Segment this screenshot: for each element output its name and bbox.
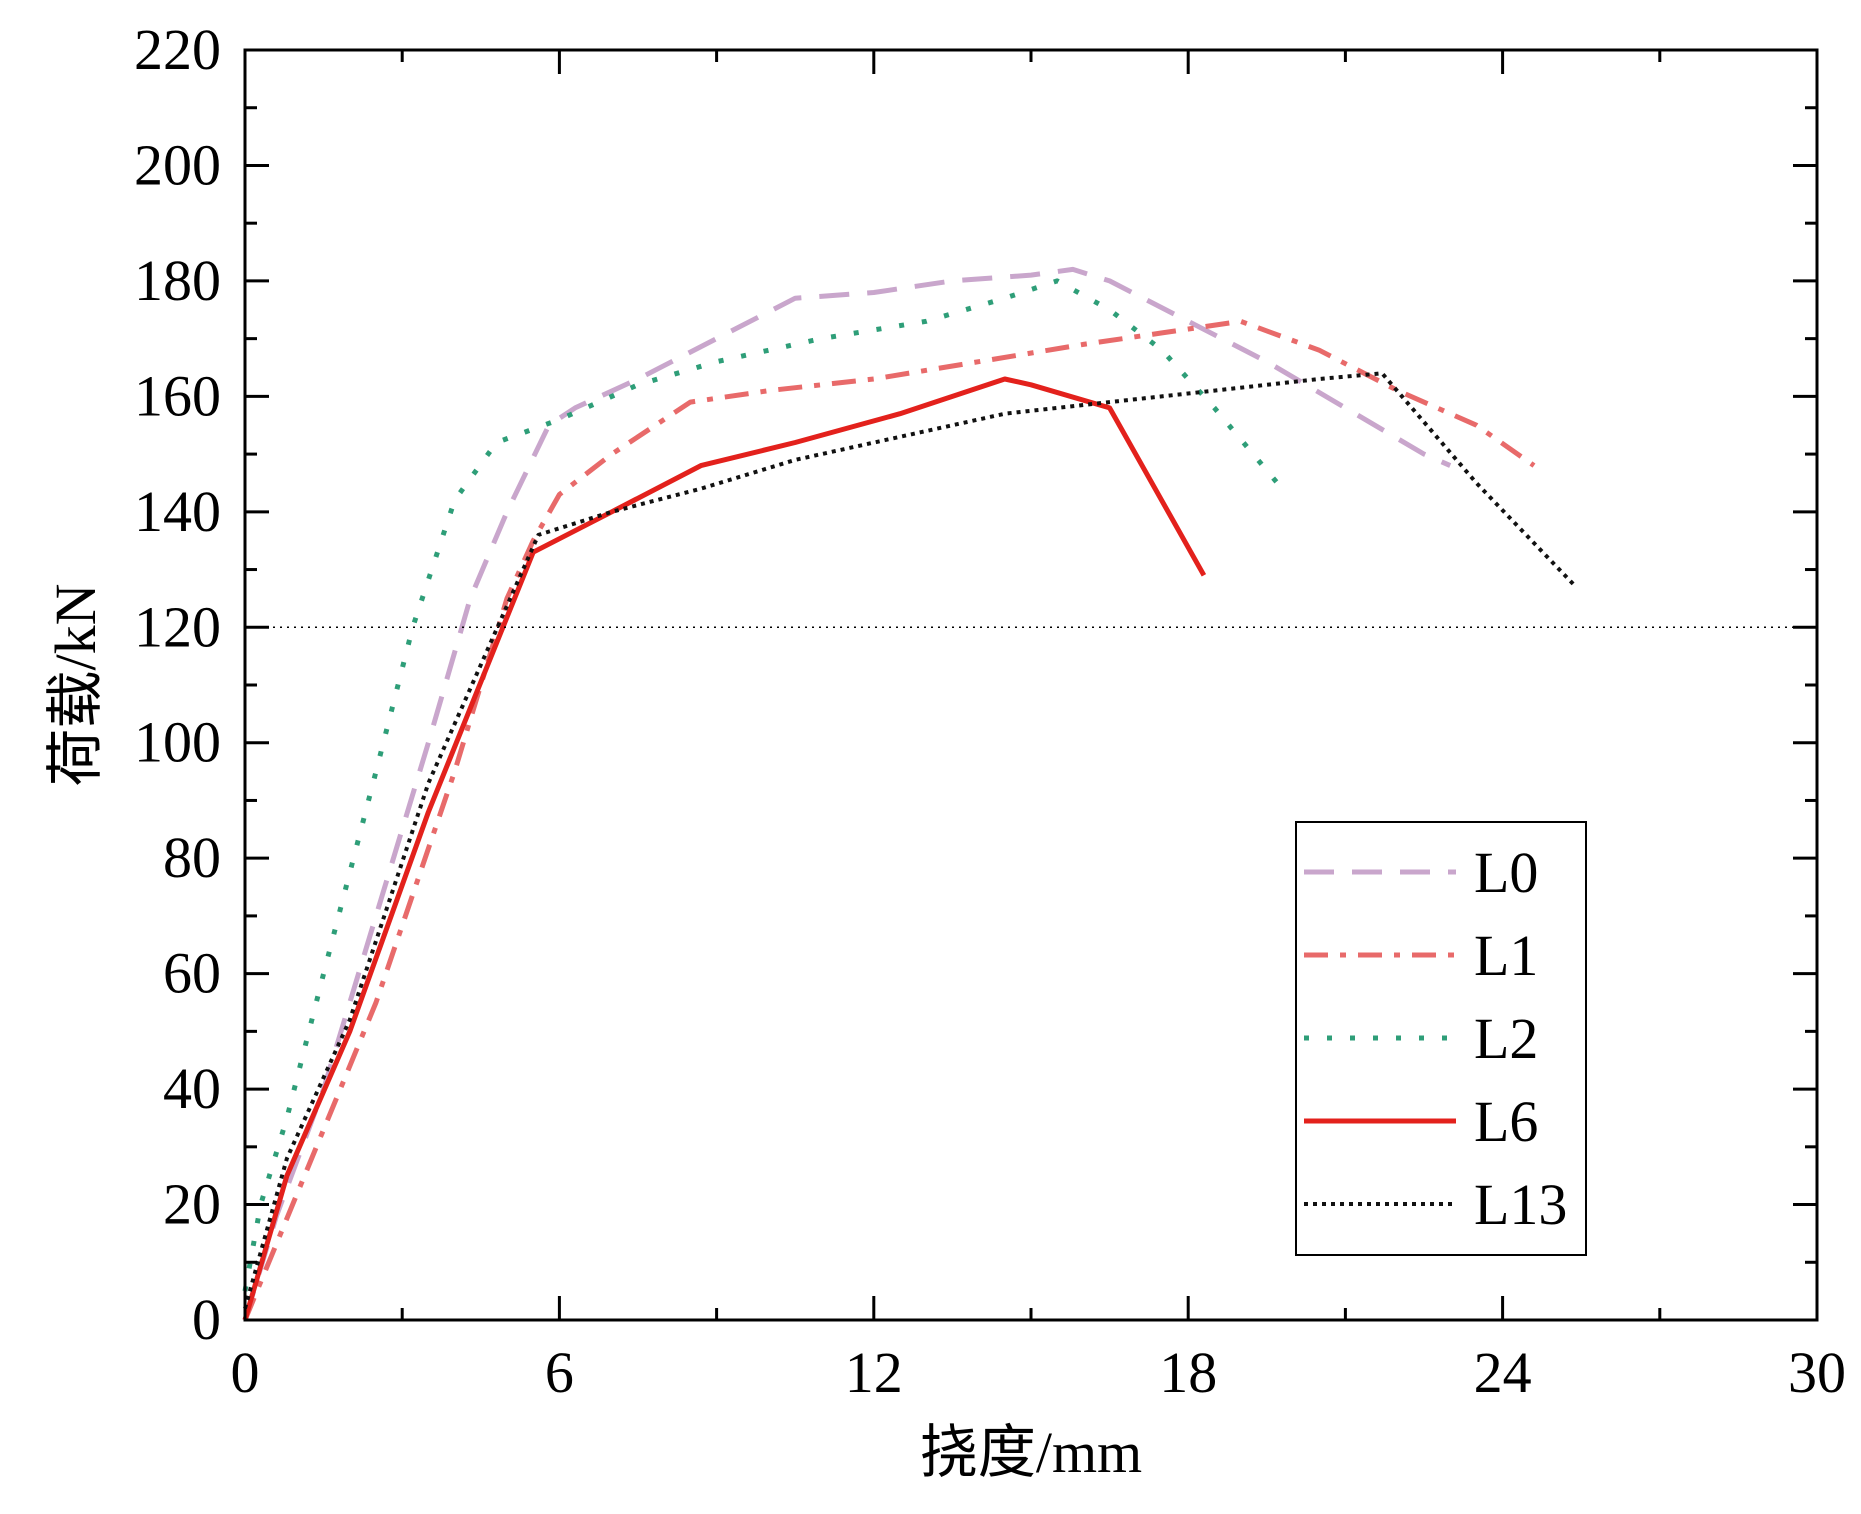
x-tick-label: 6 — [545, 1340, 574, 1405]
legend-label-L2: L2 — [1474, 1006, 1538, 1071]
y-tick-label: 120 — [134, 594, 221, 659]
legend-box — [1295, 821, 1587, 1256]
y-tick-label: 20 — [163, 1172, 221, 1237]
y-axis-title: 荷载/kN — [43, 583, 108, 786]
y-tick-label: 140 — [134, 479, 221, 544]
y-tick-label: 40 — [163, 1056, 221, 1121]
legend-label-L6: L6 — [1474, 1089, 1538, 1154]
y-tick-label: 180 — [134, 248, 221, 313]
legend-label-L1: L1 — [1474, 923, 1538, 988]
y-tick-label: 220 — [134, 17, 221, 82]
x-axis-title: 挠度/mm — [920, 1420, 1142, 1485]
x-tick-label: 0 — [231, 1340, 260, 1405]
series-line-L0 — [242, 266, 1452, 1321]
legend: L0 L1 L2 L6 L13 — [1295, 821, 1587, 1256]
series-line-L1 — [242, 318, 1536, 1321]
legend-label-L0: L0 — [1474, 840, 1538, 905]
x-tick-label: 18 — [1159, 1340, 1217, 1405]
plot-lines — [242, 266, 1578, 1321]
series-line-L13 — [243, 371, 1578, 1310]
y-tick-label: 200 — [134, 132, 221, 197]
x-tick-label: 12 — [845, 1340, 903, 1405]
series-line-L6 — [242, 376, 1207, 1321]
y-tick-label: 0 — [192, 1287, 221, 1352]
x-tick-label: 30 — [1788, 1340, 1846, 1405]
y-tick-label: 160 — [134, 363, 221, 428]
x-tick-label: 24 — [1474, 1340, 1532, 1405]
y-tick-label: 80 — [163, 825, 221, 890]
tick-labels: 0 6 12 18 24 30 0 20 40 60 80 100 120 140 160 180 200 220 — [134, 17, 1846, 1405]
y-tick-label: 60 — [163, 941, 221, 1006]
y-tick-label: 100 — [134, 710, 221, 775]
axis-ticks — [243, 48, 1819, 1322]
legend-label-L13: L13 — [1474, 1172, 1567, 1237]
